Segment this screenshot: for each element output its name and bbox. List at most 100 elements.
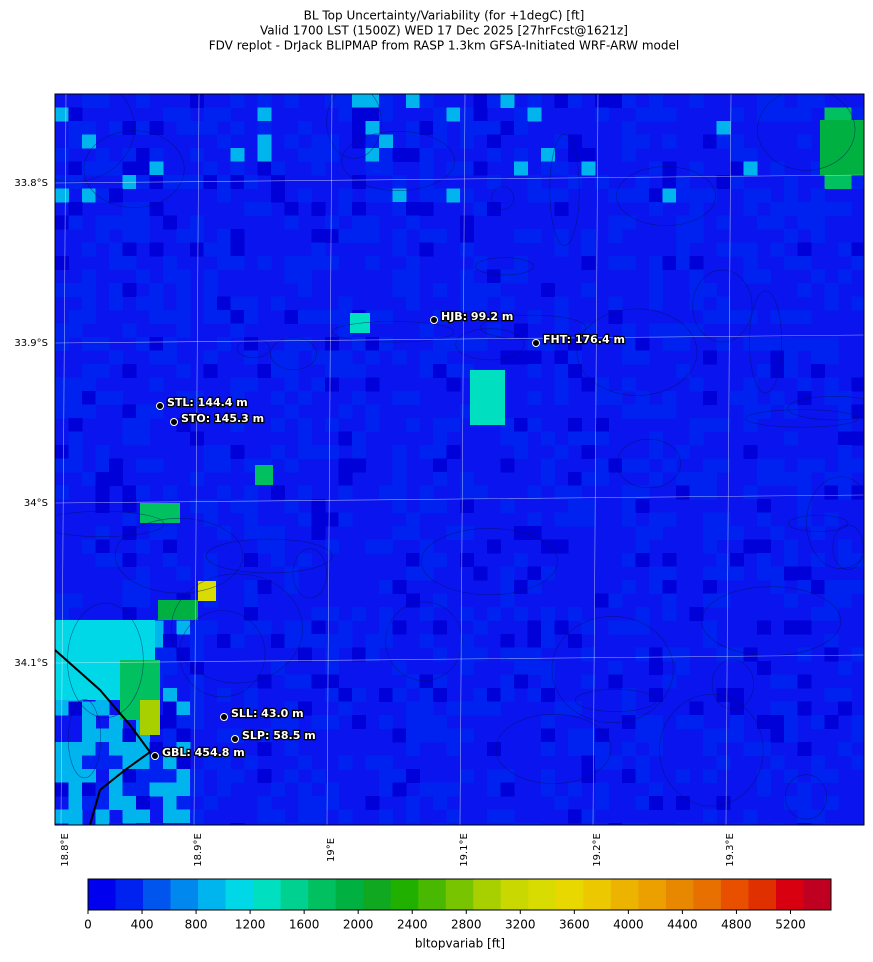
- raster-cell: [419, 607, 434, 621]
- raster-cell: [149, 242, 164, 257]
- raster-cell: [55, 809, 69, 824]
- raster-cell: [514, 445, 528, 459]
- raster-cell: [82, 337, 96, 351]
- raster-cell: [608, 229, 623, 243]
- raster-cell: [82, 364, 96, 378]
- raster-cell: [635, 620, 650, 635]
- colorbar-tick-label: 4800: [721, 918, 752, 932]
- title-line: FDV replot - DrJack BLIPMAP from RASP 1.…: [209, 39, 679, 53]
- raster-cell: [419, 499, 434, 513]
- raster-cell: [608, 458, 623, 473]
- raster-cell: [811, 607, 825, 621]
- raster-cell: [460, 121, 474, 135]
- contour: [616, 166, 716, 226]
- raster-cell: [149, 526, 164, 540]
- contour: [659, 694, 764, 807]
- raster-cell: [392, 175, 407, 189]
- raster-cell: [797, 391, 812, 405]
- raster-cell: [730, 107, 744, 122]
- contour: [179, 610, 266, 698]
- raster-cell: [433, 728, 447, 743]
- raster-cell: [527, 310, 542, 324]
- raster-cell: [649, 512, 663, 527]
- raster-cell: [487, 769, 501, 783]
- raster-cell: [338, 512, 353, 527]
- raster-cell: [284, 566, 299, 581]
- raster-cell: [703, 418, 717, 432]
- raster-cell: [662, 512, 677, 527]
- colorbar-tick-label: 1200: [235, 918, 266, 932]
- raster-cell: [68, 809, 83, 824]
- raster-cell: [851, 715, 864, 729]
- raster-cell: [122, 418, 137, 432]
- raster-cell: [851, 431, 864, 446]
- raster-cell: [649, 161, 663, 176]
- raster-cell: [838, 107, 852, 122]
- raster-cell: [581, 229, 596, 243]
- raster-cell: [82, 296, 96, 311]
- raster-cell: [838, 431, 852, 446]
- raster-cell: [743, 242, 758, 257]
- raster-cell: [352, 94, 366, 108]
- raster-cell: [770, 566, 785, 581]
- raster-cell: [622, 701, 636, 716]
- colorbar-swatch: [555, 879, 584, 910]
- raster-cell: [379, 485, 393, 500]
- raster-cell: [784, 202, 798, 216]
- raster-cell: [487, 121, 501, 135]
- raster-cell: [365, 337, 380, 351]
- raster-cell: [541, 431, 555, 446]
- station-marker: [430, 316, 438, 324]
- raster-cell: [622, 499, 636, 513]
- raster-cell: [190, 769, 204, 783]
- raster-cell: [338, 485, 353, 500]
- raster-cell: [82, 404, 96, 419]
- raster-cell: [824, 175, 839, 189]
- raster-cell: [514, 607, 528, 621]
- raster-cell: [581, 620, 596, 635]
- raster-cell: [122, 485, 137, 500]
- raster-cell: [122, 782, 137, 797]
- raster-cell: [122, 215, 137, 230]
- raster-cell: [716, 418, 731, 432]
- raster-cell: [824, 472, 839, 486]
- raster-cell: [68, 445, 83, 459]
- raster-cell: [541, 161, 555, 176]
- raster-cell: [554, 296, 569, 311]
- raster-cell: [581, 161, 596, 176]
- raster-cell: [730, 715, 744, 729]
- raster-cell: [338, 472, 353, 486]
- raster-cell: [662, 175, 677, 189]
- raster-cell: [554, 188, 569, 203]
- raster-cell: [257, 580, 272, 594]
- raster-cell: [419, 148, 434, 162]
- colorbar-tick-label: 2000: [343, 918, 374, 932]
- raster-cell: [352, 107, 366, 122]
- raster-cell: [635, 647, 650, 662]
- raster-cell: [460, 134, 474, 149]
- raster-cell: [689, 256, 704, 270]
- colorbar-swatch: [528, 879, 557, 910]
- raster-cell: [797, 472, 812, 486]
- raster-cell: [838, 661, 852, 675]
- raster-cell: [82, 121, 96, 135]
- raster-cell: [338, 364, 353, 378]
- raster-cell: [338, 688, 353, 702]
- raster-cell: [392, 188, 407, 203]
- raster-cell: [770, 458, 785, 473]
- raster-cell: [392, 350, 407, 365]
- raster-cell: [68, 593, 83, 608]
- raster-cell: [311, 148, 326, 162]
- raster-cell: [406, 796, 420, 810]
- raster-cell: [851, 485, 864, 500]
- raster-cell: [676, 769, 690, 783]
- raster-cell: [433, 431, 447, 446]
- raster-cell: [851, 175, 864, 189]
- raster-cell: [352, 364, 366, 378]
- raster-cell: [136, 539, 150, 554]
- raster-cell: [743, 202, 758, 216]
- raster-cell: [581, 674, 596, 689]
- raster-cell: [136, 823, 150, 825]
- raster-cell: [136, 121, 150, 135]
